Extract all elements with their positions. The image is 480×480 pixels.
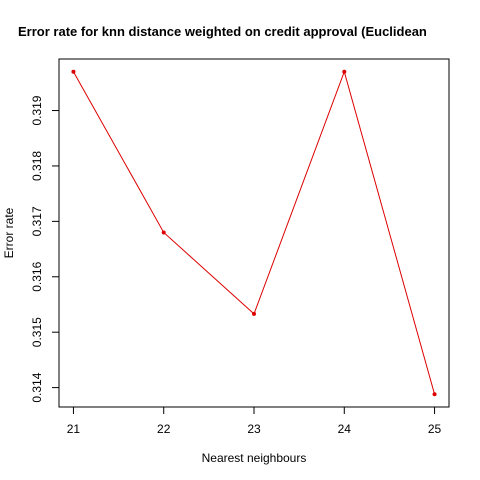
data-point — [161, 230, 166, 235]
y-tick-label: 0.316 — [30, 261, 44, 291]
x-axis: 21 22 23 24 25 — [67, 406, 442, 436]
y-axis: 0.314 0.315 0.316 0.317 0.318 0.319 — [30, 95, 60, 403]
x-tick-label: 22 — [157, 422, 171, 436]
y-tick-label: 0.318 — [30, 151, 44, 181]
y-tick-label: 0.319 — [30, 95, 44, 125]
y-axis-label: Error rate — [2, 207, 16, 258]
x-tick-label: 24 — [338, 422, 352, 436]
data-point — [71, 69, 76, 74]
data-point — [252, 311, 256, 316]
data-point — [342, 69, 347, 74]
y-tick-label: 0.317 — [30, 206, 44, 236]
series-line — [73, 70, 436, 395]
plot-frame — [58, 58, 450, 408]
x-tick-label: 21 — [67, 422, 81, 436]
y-tick-label: 0.315 — [30, 317, 44, 347]
chart-title: Error rate for knn distance weighted on … — [18, 24, 427, 39]
x-axis-label: Nearest neighbours — [202, 451, 307, 465]
data-point — [432, 392, 437, 397]
y-tick-label: 0.314 — [30, 372, 44, 402]
series-layer — [71, 69, 437, 397]
x-tick-label: 23 — [247, 422, 261, 436]
x-tick-label: 25 — [428, 422, 442, 436]
